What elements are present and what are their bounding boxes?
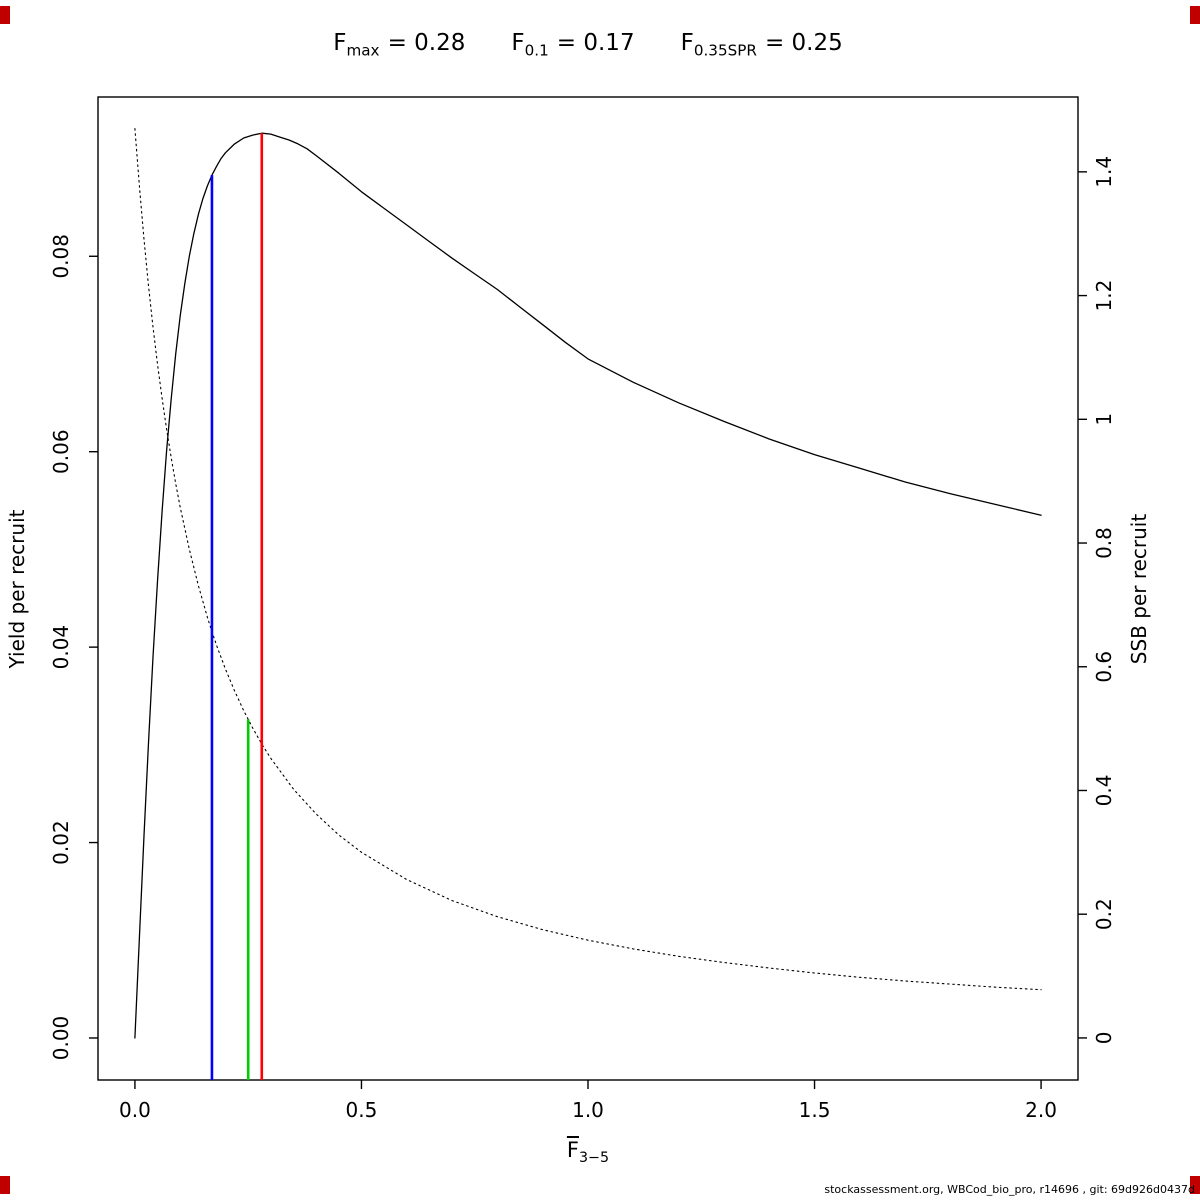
- corner-marker: [1190, 6, 1200, 24]
- right-axis-tick-label: 0.2: [1092, 898, 1116, 930]
- fbar-symbol: F: [566, 1138, 579, 1162]
- left-axis-tick-label: 0.02: [49, 820, 73, 865]
- x-axis-tick-label: 2.0: [1025, 1098, 1057, 1122]
- corner-marker: [0, 1176, 10, 1194]
- ssb-per-recruit-curve: [134, 128, 1042, 991]
- f035spr-title-item: F0.35SPR = 0.25: [681, 30, 843, 60]
- right-axis-tick-label: 1: [1092, 413, 1116, 426]
- x-axis-tick-label: 0.0: [119, 1098, 151, 1122]
- right-axis-title: SSB per recruit: [1127, 513, 1151, 665]
- right-axis-tick-label: 0.4: [1092, 775, 1116, 807]
- fbar-subscript: 3−5: [578, 1150, 610, 1167]
- fmax-title-item: Fmax = 0.28: [333, 30, 465, 60]
- f035spr-value: = 0.25: [764, 30, 843, 56]
- right-axis-tick-label: 1.2: [1092, 280, 1116, 312]
- f01-symbol: F: [511, 30, 525, 56]
- f035spr-symbol: F: [680, 30, 694, 56]
- f01-value: = 0.17: [556, 30, 635, 56]
- footer-stamp: stockassessment.org, WBCod_bio_pro, r146…: [824, 1183, 1195, 1196]
- left-axis-title: Yield per recruit: [5, 509, 29, 669]
- fmax-subscript: max: [346, 41, 380, 60]
- yield-per-recruit-curve: [134, 132, 1042, 1039]
- fmax-symbol: F: [333, 30, 347, 56]
- f01-title-item: F0.1 = 0.17: [511, 30, 634, 60]
- plot-frame: [97, 96, 1079, 1081]
- left-axis-tick-label: 0.00: [49, 1016, 73, 1061]
- corner-marker: [0, 6, 10, 24]
- x-axis-tick-label: 1.5: [799, 1098, 831, 1122]
- right-axis-tick-label: 0.6: [1092, 651, 1116, 683]
- plot-title: Fmax = 0.28 F0.1 = 0.17 F0.35SPR = 0.25: [98, 30, 1078, 60]
- f035spr-subscript: 0.35SPR: [693, 41, 757, 60]
- f01-subscript: 0.1: [524, 41, 549, 60]
- right-axis-tick-label: 1.4: [1092, 156, 1116, 188]
- right-axis-tick-label: 0: [1092, 1032, 1116, 1045]
- x-axis-tick-label: 1.0: [572, 1098, 604, 1122]
- left-axis-tick-label: 0.08: [49, 234, 73, 279]
- x-axis-title: F3−5: [98, 1138, 1078, 1166]
- fmax-value: = 0.28: [387, 30, 466, 56]
- left-axis-tick-label: 0.04: [49, 625, 73, 670]
- x-axis-tick-label: 0.5: [346, 1098, 378, 1122]
- right-axis-tick-label: 0.8: [1092, 527, 1116, 559]
- corner-marker: [1190, 1176, 1200, 1194]
- left-axis-tick-label: 0.06: [49, 429, 73, 474]
